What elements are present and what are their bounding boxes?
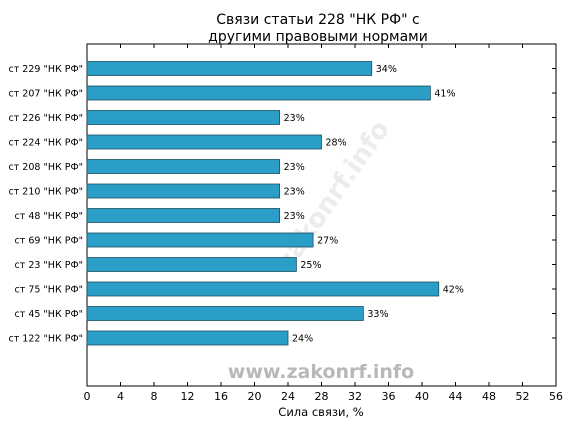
bar xyxy=(86,61,373,76)
chart-title-line-1: Связи статьи 228 "НК РФ" с xyxy=(216,12,419,28)
bar xyxy=(86,110,281,125)
category-label: ст 229 "НК РФ" xyxy=(9,64,83,75)
value-label: 24% xyxy=(292,334,313,345)
x-axis-label: Сила связи, % xyxy=(278,405,363,419)
x-tick-label: 16 xyxy=(214,390,228,403)
value-label: 23% xyxy=(284,113,305,124)
x-tick-label: 28 xyxy=(315,390,329,403)
x-axis: 0 4 8 12 16 20 24 28 32 36 40 44 48 52 56 xyxy=(84,44,563,403)
bar xyxy=(86,134,322,150)
x-tick-label: 24 xyxy=(281,390,295,403)
chart-title-line-2: другими правовыми нормами xyxy=(208,29,428,45)
bars: 34% 41% 23% 28% 23% 23% 23% 27% 25% 42% 33% 24% xyxy=(86,61,464,346)
category-label: ст 75 "НК РФ" xyxy=(15,285,83,296)
value-label: 23% xyxy=(284,187,305,198)
value-label: 42% xyxy=(443,285,464,296)
x-tick-label: 40 xyxy=(415,390,429,403)
x-tick-label: 8 xyxy=(151,390,158,403)
category-label: ст 210 "НК РФ" xyxy=(9,187,83,198)
category-label: ст 208 "НК РФ" xyxy=(9,162,83,173)
category-label: ст 69 "НК РФ" xyxy=(15,236,83,247)
bar xyxy=(86,85,431,101)
x-tick-label: 48 xyxy=(482,390,496,403)
category-label: ст 48 "НК РФ" xyxy=(15,211,83,222)
bar xyxy=(86,330,289,346)
x-tick-label: 32 xyxy=(348,390,362,403)
value-label: 23% xyxy=(284,211,305,222)
category-label: ст 224 "НК РФ" xyxy=(9,138,83,149)
bar xyxy=(86,208,281,223)
value-label: 33% xyxy=(367,309,388,320)
bar xyxy=(86,257,297,272)
y-axis: ст 229 "НК РФ" ст 207 "НК РФ" ст 226 "НК Р… xyxy=(9,64,556,345)
x-tick-label: 44 xyxy=(449,390,463,403)
category-label: ст 226 "НК РФ" xyxy=(9,113,83,124)
x-tick-label: 12 xyxy=(181,390,195,403)
category-label: ст 45 "НК РФ" xyxy=(15,309,83,320)
x-tick-label: 4 xyxy=(117,390,124,403)
category-label: ст 23 "НК РФ" xyxy=(15,260,83,271)
value-label: 34% xyxy=(376,64,397,75)
bar xyxy=(86,159,281,174)
bar xyxy=(86,183,281,199)
x-tick-label: 36 xyxy=(382,390,396,403)
value-label: 25% xyxy=(300,260,321,271)
watermark: www.zakonrf.info xyxy=(228,361,414,383)
x-tick-label: 0 xyxy=(84,390,91,403)
x-tick-label: 52 xyxy=(516,390,530,403)
value-label: 28% xyxy=(326,138,347,149)
bar xyxy=(86,232,314,248)
category-label: ст 122 "НК РФ" xyxy=(9,334,83,345)
category-label: ст 207 "НК РФ" xyxy=(9,89,83,100)
x-tick-label: 20 xyxy=(248,390,262,403)
value-label: 27% xyxy=(317,236,338,247)
value-label: 23% xyxy=(284,162,305,173)
bar xyxy=(86,306,364,321)
bar xyxy=(86,281,440,297)
value-label: 41% xyxy=(434,89,455,100)
x-tick-label: 56 xyxy=(549,390,563,403)
